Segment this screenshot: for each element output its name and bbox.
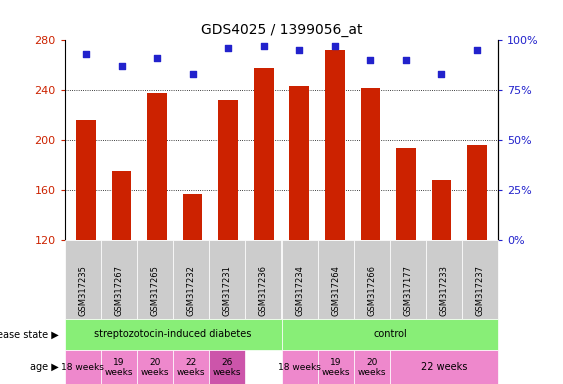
- Text: GSM317265: GSM317265: [150, 265, 159, 316]
- Text: GSM317235: GSM317235: [78, 265, 87, 316]
- Point: [366, 57, 375, 63]
- Text: GSM317234: GSM317234: [295, 265, 304, 316]
- Text: 20
weeks: 20 weeks: [358, 358, 386, 377]
- Text: 18 weeks: 18 weeks: [61, 363, 104, 372]
- Text: GSM317236: GSM317236: [259, 265, 268, 316]
- Point: [401, 57, 410, 63]
- Text: GSM317237: GSM317237: [476, 265, 485, 316]
- Bar: [254, 68, 274, 240]
- Bar: [325, 50, 345, 240]
- Text: 18 weeks: 18 weeks: [278, 363, 321, 372]
- Text: GSM317267: GSM317267: [114, 265, 123, 316]
- Point: [117, 63, 126, 70]
- Point: [82, 51, 91, 57]
- Point: [295, 47, 304, 53]
- Point: [330, 43, 339, 50]
- Point: [224, 45, 233, 51]
- Point: [188, 71, 197, 77]
- Text: GSM317264: GSM317264: [331, 265, 340, 316]
- Bar: [289, 86, 309, 240]
- Bar: [360, 88, 380, 240]
- Bar: [218, 100, 238, 240]
- Text: GSM317233: GSM317233: [440, 265, 449, 316]
- Text: 22 weeks: 22 weeks: [421, 362, 467, 372]
- Text: streptozotocin-induced diabetes: streptozotocin-induced diabetes: [95, 329, 252, 339]
- Title: GDS4025 / 1399056_at: GDS4025 / 1399056_at: [201, 23, 362, 36]
- Bar: [148, 93, 167, 240]
- Point: [153, 55, 162, 61]
- Text: GSM317266: GSM317266: [367, 265, 376, 316]
- Text: 20
weeks: 20 weeks: [141, 358, 169, 377]
- Text: 19
weeks: 19 weeks: [105, 358, 133, 377]
- Point: [437, 71, 446, 77]
- Text: age ▶: age ▶: [30, 362, 59, 372]
- Text: 19
weeks: 19 weeks: [321, 358, 350, 377]
- Point: [472, 47, 481, 53]
- Text: disease state ▶: disease state ▶: [0, 329, 59, 339]
- Text: control: control: [373, 329, 406, 339]
- Text: GSM317232: GSM317232: [187, 265, 196, 316]
- Text: GSM317177: GSM317177: [404, 265, 413, 316]
- Point: [259, 43, 268, 50]
- Text: 22
weeks: 22 weeks: [177, 358, 205, 377]
- Text: 26
weeks: 26 weeks: [213, 358, 242, 377]
- Bar: [183, 194, 203, 240]
- Bar: [396, 147, 415, 240]
- Bar: [77, 120, 96, 240]
- Bar: [432, 180, 451, 240]
- Text: GSM317231: GSM317231: [223, 265, 232, 316]
- Bar: [467, 145, 486, 240]
- Bar: [112, 171, 131, 240]
